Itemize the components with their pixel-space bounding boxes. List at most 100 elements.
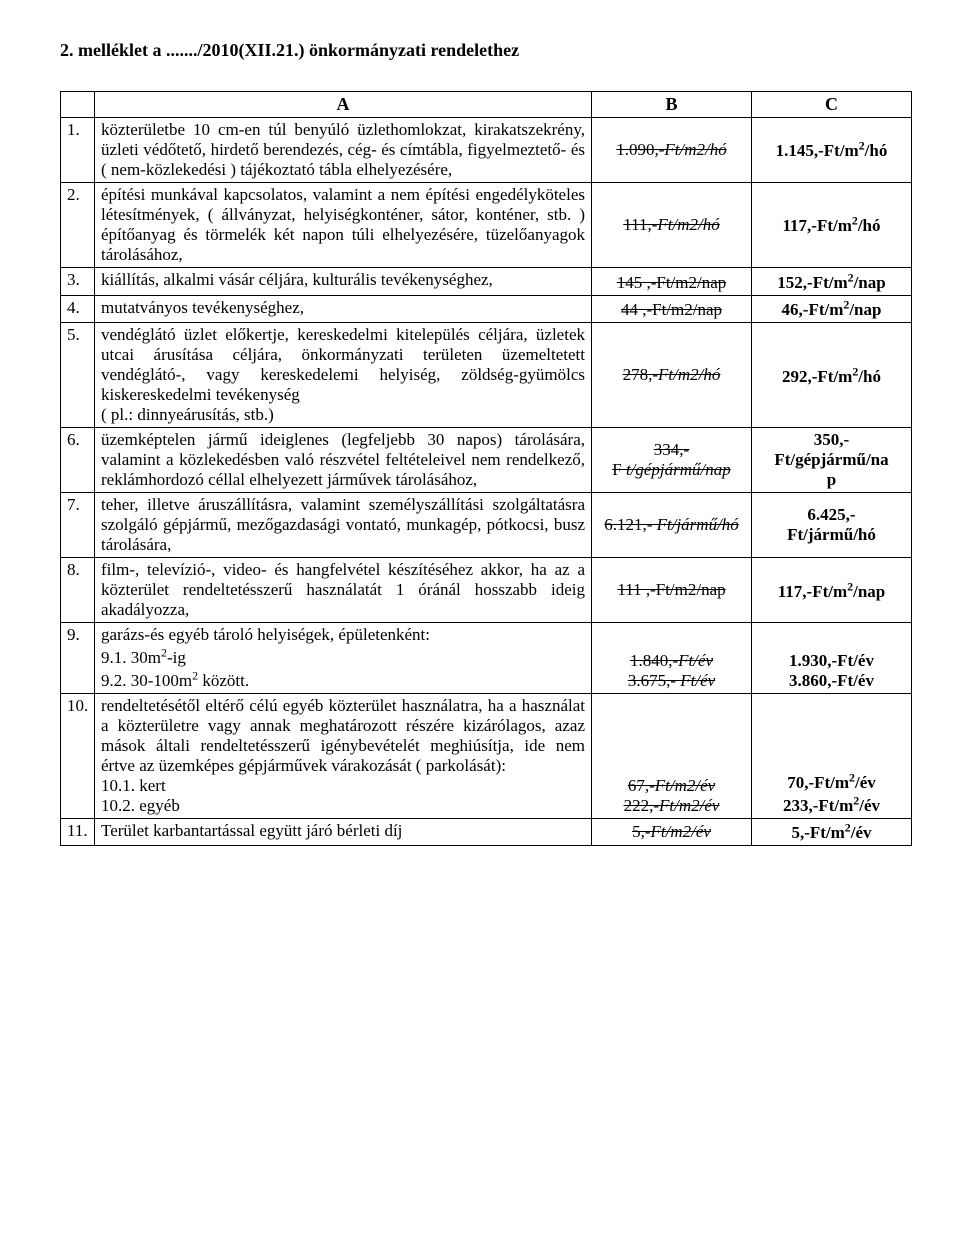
old-unit: Ft/jármű/hó xyxy=(652,515,738,534)
row-b: 334,- F t/gépjármű/nap xyxy=(592,428,752,493)
unit-tail: /nap xyxy=(854,273,886,292)
table-row: 9. garázs-és egyéb tároló helyiségek, ép… xyxy=(61,623,912,693)
new-value: 117,-Ft/m xyxy=(778,582,847,601)
row-head: rendeltetésétől eltérő célú egyéb közter… xyxy=(101,696,585,775)
table-row: 3. kiállítás, alkalmi vásár céljára, kul… xyxy=(61,268,912,296)
row-c: 70,-Ft/m2/év 233,-Ft/m2/év xyxy=(752,693,912,818)
old-value-line2a: F xyxy=(612,460,621,479)
row-b: 6.121,- Ft/jármű/hó xyxy=(592,493,752,558)
new-value: 5,-Ft/m xyxy=(791,823,844,842)
row-num: 9. xyxy=(61,623,95,693)
row-num: 4. xyxy=(61,295,95,323)
row-c: 292,-Ft/m2/hó xyxy=(752,323,912,428)
header-a: A xyxy=(95,92,592,118)
sub-101: 10.1. kert xyxy=(101,776,166,795)
row-num: 11. xyxy=(61,818,95,846)
unit-tail: /hó xyxy=(858,216,881,235)
row-num: 6. xyxy=(61,428,95,493)
table-row: 2. építési munkával kapcsolatos, valamin… xyxy=(61,183,912,268)
row-num: 8. xyxy=(61,558,95,623)
old-value: 111 xyxy=(623,215,647,234)
row-desc: rendeltetésétől eltérő célú egyéb közter… xyxy=(95,693,592,818)
old-unit: ,-Ft/m2/nap xyxy=(642,580,726,599)
old-value: 5 xyxy=(632,822,641,841)
sub-91: 9.1. 30m2-ig xyxy=(101,648,186,667)
row-c: 1.145,-Ft/m2/hó xyxy=(752,118,912,183)
header-blank xyxy=(61,92,95,118)
row-desc: üzemképtelen jármű ideiglenes (legfeljeb… xyxy=(95,428,592,493)
row-num: 5. xyxy=(61,323,95,428)
old-101u: ,-Ft/m2/év xyxy=(645,776,715,795)
row-desc: építési munkával kapcsolatos, valamint a… xyxy=(95,183,592,268)
row-desc: garázs-és egyéb tároló helyiségek, épüle… xyxy=(95,623,592,693)
row-c: 117,-Ft/m2/nap xyxy=(752,558,912,623)
new-value: 1.145,-Ft/m xyxy=(776,141,859,160)
new-value-line2: Ft/jármű/hó xyxy=(787,525,876,544)
row-c: 6.425,- Ft/jármű/hó xyxy=(752,493,912,558)
new-101: 70,-Ft/m xyxy=(787,773,849,792)
row-b: 145 ,-Ft/m2/nap xyxy=(592,268,752,296)
new-91: 1.930,-Ft/év xyxy=(789,651,874,670)
tail: /év xyxy=(859,796,880,815)
row-c: 1.930,-Ft/év 3.860,-Ft/év xyxy=(752,623,912,693)
new-value: 46,-Ft/m xyxy=(782,300,844,319)
new-value-line1: 6.425,- xyxy=(807,505,855,524)
row-num: 1. xyxy=(61,118,95,183)
old-92: 3.675,- xyxy=(628,671,676,690)
table-row: 8. film-, televízió-, video- és hangfelv… xyxy=(61,558,912,623)
unit-tail: /nap xyxy=(849,300,881,319)
old-102u: ,-Ft/m2/év xyxy=(649,796,719,815)
row-c: 5,-Ft/m2/év xyxy=(752,818,912,846)
row-b: 1.090,-Ft/m2/hó xyxy=(592,118,752,183)
row-desc: mutatványos tevékenységhez, xyxy=(95,295,592,323)
row-num: 3. xyxy=(61,268,95,296)
row-desc: vendéglátó üzlet előkertje, kereskedelmi… xyxy=(95,323,592,428)
row-b: 111,-Ft/m2/hó xyxy=(592,183,752,268)
old-102: 222 xyxy=(624,796,650,815)
old-unit: ,-Ft/m2/év xyxy=(641,822,711,841)
old-91u: ,-Ft/év xyxy=(668,651,713,670)
row-head: garázs-és egyéb tároló helyiségek, épüle… xyxy=(101,625,430,644)
row-desc: kiállítás, alkalmi vásár céljára, kultur… xyxy=(95,268,592,296)
header-row: A B C xyxy=(61,92,912,118)
table-row: 10. rendeltetésétől eltérő célú egyéb kö… xyxy=(61,693,912,818)
row-c: 152,-Ft/m2/nap xyxy=(752,268,912,296)
new-102: 233,-Ft/m xyxy=(783,796,853,815)
old-value-line2b: t/gépjármű/nap xyxy=(622,460,731,479)
row-num: 7. xyxy=(61,493,95,558)
old-value: 1.090 xyxy=(616,140,654,159)
row-desc: film-, televízió-, video- és hangfelvéte… xyxy=(95,558,592,623)
row-num: 2. xyxy=(61,183,95,268)
new-value: 292,-Ft/m xyxy=(782,367,852,386)
row-num: 10. xyxy=(61,693,95,818)
old-unit: ,-Ft/m2/nap xyxy=(642,273,726,292)
tail: /év xyxy=(855,773,876,792)
unit-tail: /nap xyxy=(853,582,885,601)
new-value-line2: Ft/gépjármű/na xyxy=(774,450,888,469)
new-92: 3.860,-Ft/év xyxy=(789,671,874,690)
row-b: 67,-Ft/m2/év 222,-Ft/m2/év xyxy=(592,693,752,818)
old-value: 6.121,- xyxy=(604,515,652,534)
header-c: C xyxy=(752,92,912,118)
row-desc: közterületbe 10 cm-en túl benyúló üzleth… xyxy=(95,118,592,183)
fee-table: A B C 1. közterületbe 10 cm-en túl benyú… xyxy=(60,91,912,846)
old-unit: ,-Ft/m2/nap xyxy=(638,300,722,319)
unit-tail: /év xyxy=(851,823,872,842)
old-value-line1: 334,- xyxy=(654,440,689,459)
row-b: 44 ,-Ft/m2/nap xyxy=(592,295,752,323)
new-value-line3: p xyxy=(827,470,836,489)
old-92u: Ft/év xyxy=(676,671,715,690)
old-value: 145 xyxy=(617,273,643,292)
table-row: 4. mutatványos tevékenységhez, 44 ,-Ft/m… xyxy=(61,295,912,323)
old-91: 1.840 xyxy=(630,651,668,670)
row-c: 117,-Ft/m2/hó xyxy=(752,183,912,268)
unit-tail: /hó xyxy=(865,141,888,160)
new-value: 117,-Ft/m xyxy=(782,216,851,235)
sub-102: 10.2. egyéb xyxy=(101,796,180,815)
table-row: 1. közterületbe 10 cm-en túl benyúló üzl… xyxy=(61,118,912,183)
unit-tail: /hó xyxy=(858,367,881,386)
row-b: 278,-Ft/m2/hó xyxy=(592,323,752,428)
row-desc: Terület karbantartással együtt járó bérl… xyxy=(95,818,592,846)
new-value: 152,-Ft/m xyxy=(777,273,847,292)
row-b: 5,-Ft/m2/év xyxy=(592,818,752,846)
